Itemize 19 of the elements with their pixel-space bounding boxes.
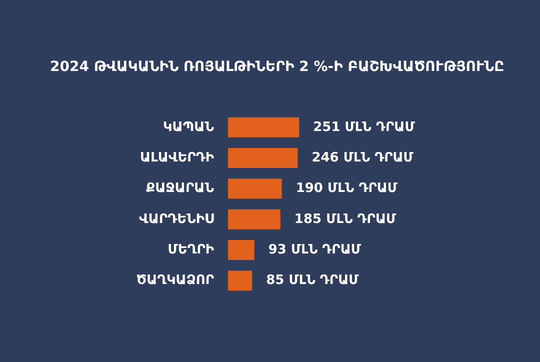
bar xyxy=(228,270,252,291)
data-label: 85 ՄԼՆ ԴՐԱՄ xyxy=(266,273,360,288)
data-label: 246 ՄԼՆ ԴՐԱՄ xyxy=(312,150,414,166)
bar xyxy=(228,240,254,260)
data-label: 190 ՄԼՆ ԴՐԱՄ xyxy=(296,181,398,196)
y-tick-label: ՎԱՐԴԵՆԻՍ xyxy=(139,212,214,227)
y-tick-label: ՄԵՂՐԻ xyxy=(168,242,214,258)
data-label: 93 ՄԼՆ ԴՐԱՄ xyxy=(268,242,362,258)
data-label: 185 ՄԼՆ ԴՐԱՄ xyxy=(294,212,398,227)
y-tick-label: ՔԱՋԱՐԱՆ xyxy=(146,181,215,196)
bar xyxy=(228,117,300,138)
y-tick-label: ԾԱՂԿԱՁՈՐ xyxy=(136,273,214,288)
bar xyxy=(228,148,298,168)
y-tick-label: ԿԱՊԱՆ xyxy=(163,120,215,135)
data-label: 251 ՄԼՆ ԴՐԱՄ xyxy=(313,120,416,135)
bar xyxy=(228,209,280,230)
bar xyxy=(228,178,282,199)
y-tick-label: ԱԼԱՎԵՐԴԻ xyxy=(140,150,214,166)
chart-title: 2024 ԹՎԱԿԱՆԻՆ ՌՈՅԱԼԹԻՆԵՐԻ 2 %-Ի ԲԱՇԽՎԱԾՈՒԹՅՈՒՆԸ xyxy=(50,59,504,75)
